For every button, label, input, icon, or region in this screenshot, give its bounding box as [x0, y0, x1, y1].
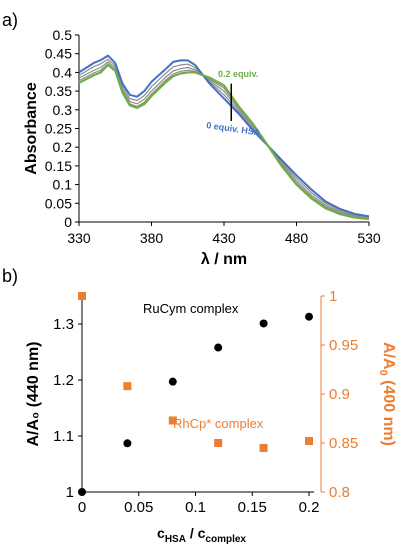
x-tick-label: 0 [78, 499, 86, 516]
rucym-point [168, 377, 177, 386]
rucym-series-label: RuCym complex [143, 301, 239, 316]
y-tick-label: 0.35 [45, 83, 72, 99]
right-tick-label: 0.85 [329, 435, 358, 452]
rucym-point [305, 312, 313, 321]
rucym-point [259, 319, 268, 328]
y-tick-label: 0.25 [45, 121, 72, 137]
x-axis-label-part: / c [186, 525, 206, 541]
x-tick-label: 0.1 [185, 499, 206, 516]
left-tick-label: 1.1 [53, 428, 74, 445]
rhcp-point [214, 439, 223, 447]
right-axis-label-part: (400 nm) [380, 376, 397, 446]
panel-a-label: a) [2, 10, 18, 30]
rucym-point [123, 439, 132, 448]
x-tick-label: 0.05 [124, 499, 153, 516]
y-tick-label: 0.2 [53, 139, 73, 155]
x-tick-label: 480 [285, 230, 309, 246]
right-tick-label: 0.8 [329, 484, 350, 501]
x-axis-label: λ / nm [201, 251, 247, 268]
x-tick-label: 330 [67, 230, 91, 246]
y-tick-label: 0.3 [53, 102, 73, 118]
y-tick-label: 0.05 [45, 195, 72, 211]
rhcp-series-label: RhCp* complex [173, 416, 264, 431]
rhcp-point [168, 416, 177, 425]
x-tick-label: 0.2 [299, 499, 320, 516]
x-tick-label: 0.15 [238, 499, 267, 516]
y-tick-label: 0.15 [45, 158, 72, 174]
y-tick-label: 0.4 [53, 64, 73, 80]
rhcp-point [78, 292, 86, 300]
absorbance-chart: 0 0.05 0.1 0.15 0.2 0.25 0.3 0.35 0.4 0.45 0.5 330 3… [23, 27, 381, 268]
left-axis-label: A/A₀ (440 nm) [25, 341, 42, 446]
y-tick-label: 0.1 [53, 177, 73, 193]
left-tick-label: 1 [66, 484, 74, 501]
x-axis-label-part: c [157, 525, 165, 541]
rucym-point [214, 343, 223, 352]
right-axis-label: A/A0 (400 nm) [377, 342, 397, 446]
spectrum-line-0 [78, 54, 370, 218]
y-tick-label: 0.5 [53, 27, 73, 43]
right-axis-label-part: A/A [380, 342, 397, 370]
right-tick-label: 0.9 [329, 386, 350, 403]
right-axis-label-part: 0 [377, 370, 389, 376]
x-axis-label-part: complex [205, 534, 246, 545]
x-tick-label: 380 [140, 230, 164, 246]
x-tick-label: 430 [212, 230, 236, 246]
panel-b-label: b) [2, 266, 18, 286]
left-tick-label: 1.2 [53, 372, 74, 389]
rhcp-point [305, 437, 313, 446]
right-tick-label: 1 [329, 288, 337, 305]
rhcp-point [259, 443, 268, 452]
right-tick-label: 0.95 [329, 337, 358, 354]
y-axis-label: Absorbance [23, 82, 40, 175]
rhcp-point [123, 382, 132, 391]
annotation-top: 0.2 equiv. [218, 69, 258, 79]
x-axis-label-part: HSA [165, 534, 186, 545]
spectrum-line-4 [78, 63, 370, 221]
y-tick-label: 0.45 [45, 46, 72, 62]
x-tick-label: 530 [357, 230, 381, 246]
left-tick-label: 1.3 [53, 316, 74, 333]
rucym-point [78, 488, 86, 496]
y-tick-label: 0 [64, 214, 72, 230]
x-axis-label: cHSA / ccomplex [157, 525, 246, 545]
